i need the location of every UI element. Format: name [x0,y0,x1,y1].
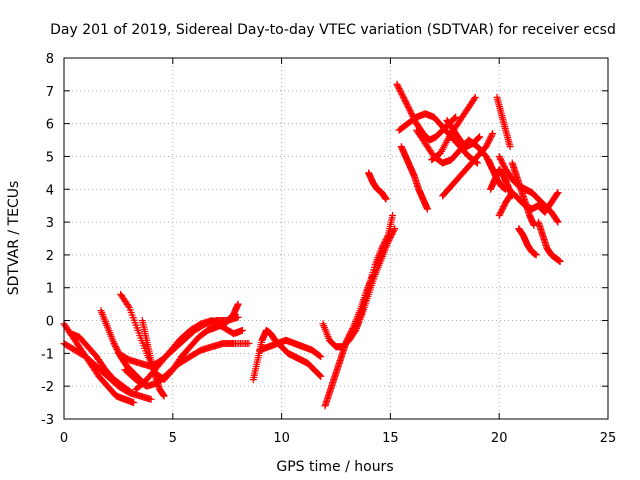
series-trace-30 [515,225,540,259]
data-point-marker [450,115,458,123]
y-tick-label: 8 [46,52,54,67]
series-trace-7 [132,317,246,393]
y-tick-label: 7 [46,85,54,100]
data-point-marker [532,251,540,259]
series-trace-10 [249,326,325,384]
data-point-marker [475,133,483,141]
data-point-marker [127,389,135,397]
series-trace-21 [439,129,497,200]
y-axis-title: SDTVAR / TECUs [6,181,22,296]
data-point-marker [476,133,484,141]
axis-ticks [63,57,609,420]
data-point-marker [554,189,562,197]
x-tick-label: 0 [60,431,68,446]
y-tick-label: 0 [46,315,54,330]
y-tick-label: -1 [41,347,54,362]
series-trace-27 [508,159,538,229]
data-point-marker [316,372,324,380]
series-trace-22 [443,116,484,151]
data-point-marker [470,95,478,103]
series-trace-8 [121,340,253,390]
data-point-marker [471,93,479,101]
x-tick-label: 20 [491,431,508,446]
data-point-marker [316,352,324,360]
y-tick-label: 6 [46,118,54,133]
series-trace-13 [319,212,397,351]
data-point-marker [556,257,564,265]
data-point-marker [502,185,510,193]
series-trace-29 [484,156,510,193]
data-point-marker [474,134,482,142]
y-tick-label: 1 [46,282,54,297]
series-trace-3 [67,330,135,397]
y-tick-label: 5 [46,150,54,165]
y-tick-label: -3 [41,413,54,428]
y-tick-label: 4 [46,183,54,198]
data-points [60,80,564,410]
data-point-marker [317,372,325,380]
data-point-marker [315,371,323,379]
series-trace-14 [352,225,399,334]
data-point-marker [389,212,397,220]
data-point-marker [489,129,497,137]
data-point-marker [382,195,390,203]
data-point-marker [238,326,246,334]
x-tick-label: 25 [600,431,617,446]
data-point-marker [488,131,496,139]
data-point-marker [506,143,514,151]
data-point-marker [553,190,561,198]
data-point-marker [124,302,132,310]
x-tick-label: 15 [382,431,399,446]
series-trace-9 [138,317,168,400]
y-tick-labels: -3 -2 -1 0 1 2 3 4 5 6 7 8 [41,52,54,428]
grid [64,58,608,419]
series-trace-18 [397,143,431,213]
x-tick-labels: 0 5 10 15 20 25 [60,431,616,446]
data-point-marker [391,225,399,233]
data-point-marker [317,353,325,361]
series-trace-24 [493,93,514,151]
series-trace-28 [534,218,564,265]
data-point-marker [234,300,242,308]
data-point-marker [423,205,431,213]
series-trace-15 [365,169,390,203]
x-axis-title: GPS time / hours [276,459,393,475]
y-tick-label: 2 [46,249,54,264]
data-point-marker [245,340,253,348]
data-point-marker [126,388,134,396]
chart-title: Day 201 of 2019, Sidereal Day-to-day VTE… [50,22,616,38]
y-tick-label: -2 [41,380,54,395]
x-tick-label: 5 [169,431,177,446]
data-point-marker [130,399,138,407]
data-point-marker [390,226,398,234]
data-point-marker [160,392,168,400]
data-point-marker [451,114,459,122]
plot-frame [63,57,609,420]
data-point-marker [553,217,561,225]
x-tick-label: 10 [273,431,290,446]
data-point-marker [234,313,242,321]
y-tick-label: 3 [46,216,54,231]
data-point-marker [452,113,460,121]
data-point-marker [554,218,562,226]
series-trace-11 [256,336,325,361]
data-point-marker [147,395,155,403]
